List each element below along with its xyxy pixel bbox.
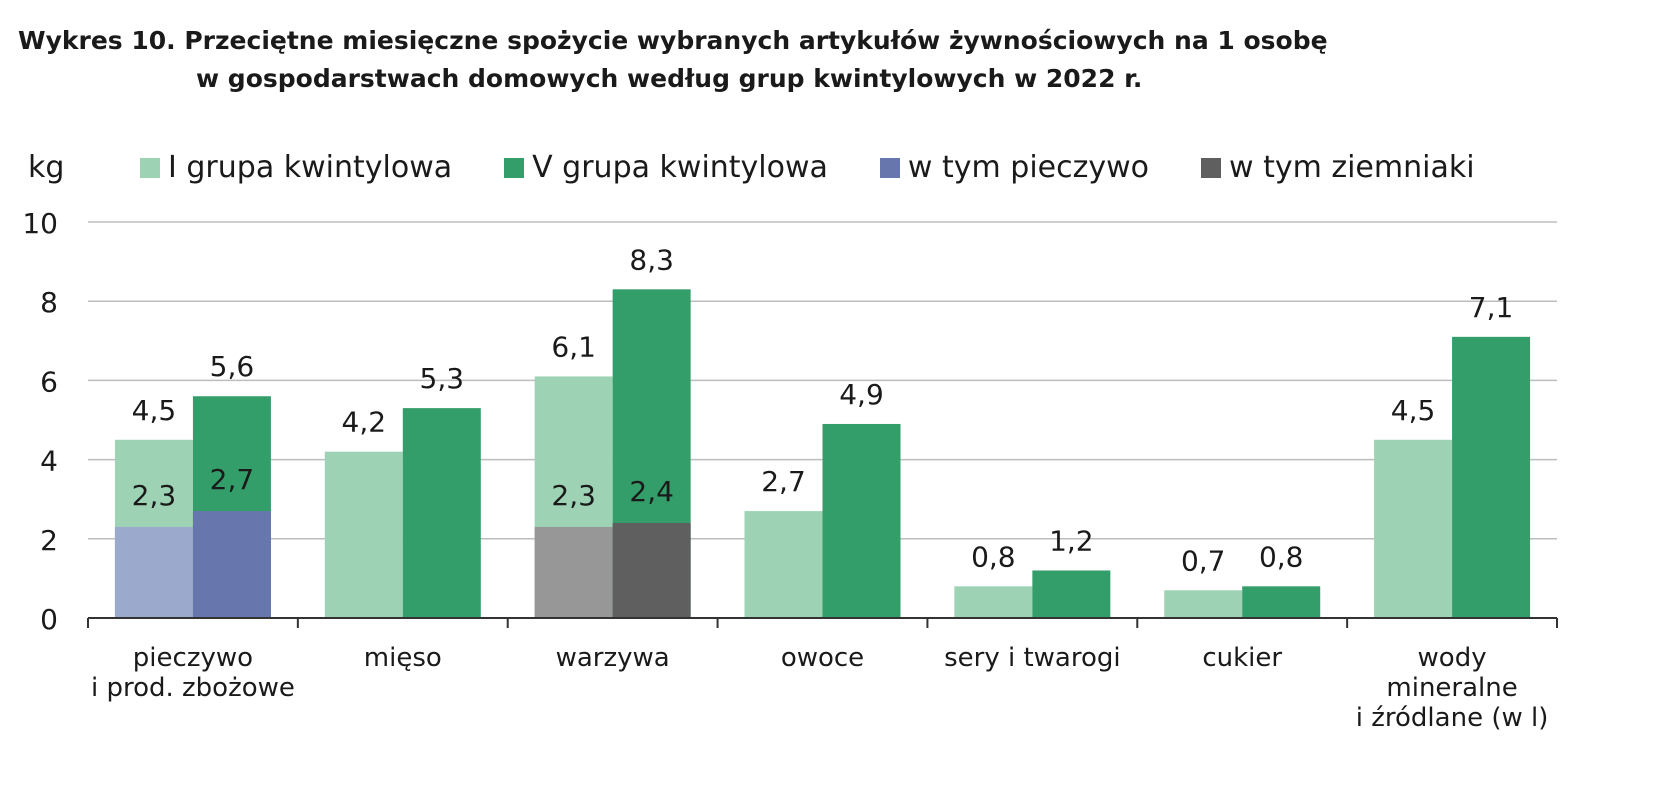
x-category-label: wody: [1418, 643, 1487, 673]
chart-title-line-2: w gospodarstwach domowych według grup kw…: [196, 64, 1143, 93]
subbar-pieczywo-grupa-V: [192, 511, 271, 618]
bar-grupa-V: [402, 408, 481, 618]
legend-label-2: V grupa kwintylowa: [532, 150, 828, 185]
x-category-label: owoce: [781, 643, 864, 673]
legend-item-2: V grupa kwintylowa: [504, 150, 828, 185]
bar-grupa-V: [822, 423, 901, 618]
y-tick-label: 6: [40, 365, 58, 398]
legend-item-3: w tym pieczywo: [879, 150, 1149, 185]
y-tick-label: 8: [40, 286, 58, 319]
subbar-value-label: 2,7: [210, 463, 255, 496]
bar-grupa-V: [1032, 570, 1111, 618]
x-category-label: mineralne: [1386, 673, 1517, 703]
legend-label-1: I grupa kwintylowa: [168, 150, 453, 185]
chart-legend: I grupa kwintylowa V grupa kwintylowa w …: [140, 150, 1527, 185]
subbar-ziemniaki-grupa-V: [612, 522, 691, 618]
legend-swatch-2: [504, 157, 525, 178]
bar-value-label: 0,7: [1181, 544, 1226, 577]
subbar-value-label: 2,4: [629, 475, 674, 508]
bar-value-label: 8,3: [629, 243, 674, 276]
legend-item-1: I grupa kwintylowa: [140, 150, 452, 185]
x-category-label: i prod. zbożowe: [91, 673, 295, 703]
bar-grupa-I: [954, 586, 1033, 618]
y-tick-label: 0: [40, 603, 58, 636]
x-category-label: cukier: [1202, 643, 1282, 673]
bar-grupa-I: [1164, 590, 1243, 618]
subbar-pieczywo-grupa-I: [114, 526, 193, 618]
x-category-label: pieczywo: [133, 643, 253, 673]
bar-grupa-I: [744, 511, 823, 618]
bar-value-label: 5,3: [420, 362, 465, 395]
subbar-ziemniaki-grupa-I: [534, 526, 613, 618]
subbar-value-label: 2,3: [551, 479, 596, 512]
legend-label-4: w tym ziemniaki: [1229, 150, 1475, 185]
legend-swatch-4: [1201, 157, 1221, 178]
bar-grupa-I: [324, 451, 403, 618]
bar-grupa-V: [1242, 586, 1321, 618]
bar-value-label: 6,1: [551, 330, 596, 363]
bar-value-label: 4,5: [1391, 394, 1436, 427]
subbar-value-label: 2,3: [132, 479, 177, 512]
bar-value-label: 4,2: [342, 406, 387, 439]
x-category-label: warzywa: [556, 643, 670, 673]
y-axis-unit-label: kg: [28, 150, 65, 185]
legend-swatch-3: [879, 157, 900, 178]
legend-label-3: w tym pieczywo: [907, 150, 1149, 185]
bar-value-label: 4,9: [839, 378, 884, 411]
legend-item-4: w tym ziemniaki: [1201, 150, 1475, 185]
x-category-label: i źródlane (w l): [1356, 703, 1549, 733]
bar-value-label: 2,7: [761, 465, 806, 498]
y-tick-label: 4: [40, 445, 58, 478]
y-tick-label: 10: [22, 207, 58, 240]
bar-value-label: 7,1: [1469, 291, 1514, 324]
bar-grupa-I: [1374, 439, 1453, 618]
x-category-label: sery i twarogi: [944, 643, 1121, 673]
bar-value-label: 0,8: [1259, 540, 1304, 573]
bar-value-label: 1,2: [1049, 524, 1094, 557]
bar-value-label: 5,6: [210, 350, 255, 383]
bar-grupa-V: [1452, 336, 1531, 618]
x-category-label: mięso: [364, 643, 442, 673]
bar-value-label: 4,5: [132, 394, 177, 427]
legend-swatch-1: [140, 157, 160, 178]
y-tick-label: 2: [40, 524, 58, 557]
chart-title-line-1: Wykres 10. Przeciętne miesięczne spożyci…: [18, 26, 1328, 55]
bar-value-label: 0,8: [971, 540, 1016, 573]
chart-title: Wykres 10. Przeciętne miesięczne spożyci…: [18, 22, 1328, 98]
